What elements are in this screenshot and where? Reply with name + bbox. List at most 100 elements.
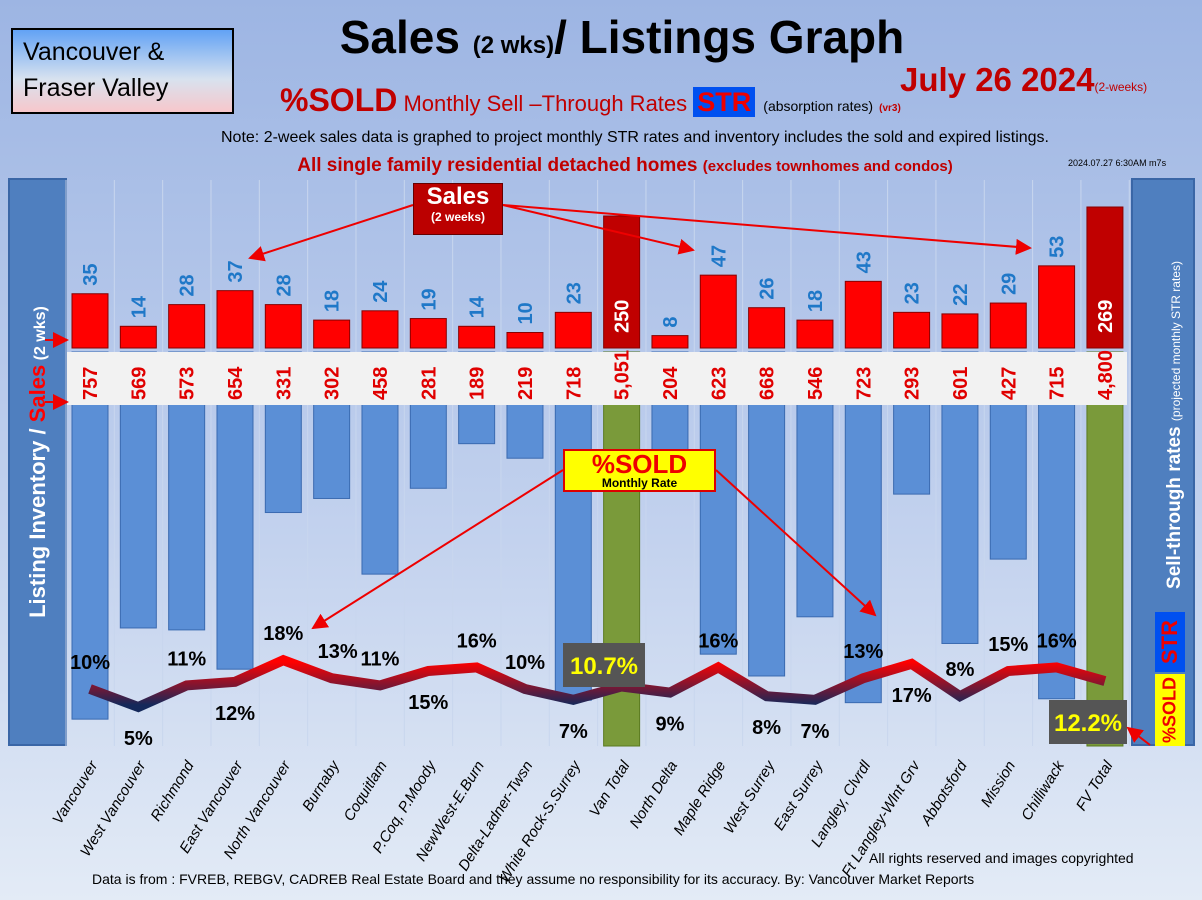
inventory-value-label: 569 <box>128 367 150 400</box>
str-value-label: 18% <box>263 623 303 645</box>
sales-bar <box>361 310 399 349</box>
sales-bar <box>506 332 544 349</box>
sales-bar <box>264 304 302 349</box>
sales-value-label: 53 <box>1047 236 1069 258</box>
inventory-bar <box>748 351 786 677</box>
sales-value-label: 28 <box>273 274 295 296</box>
sales-bar <box>554 311 592 349</box>
inventory-value-label: 757 <box>80 367 102 400</box>
str-line <box>88 654 1107 713</box>
sales-bar <box>796 319 834 349</box>
inventory-value-label: 5,051 <box>612 350 634 400</box>
sales-value-label: 10 <box>515 302 537 324</box>
str-value-label: 7% <box>559 721 588 743</box>
sales-bar <box>458 325 496 349</box>
date-text: July 26 2024 <box>900 61 1095 98</box>
subheading: %SOLD Monthly Sell –Through Rates STR (ab… <box>280 82 901 127</box>
inventory-label-band <box>67 352 1127 405</box>
region-line: Fraser Valley <box>23 74 169 102</box>
sales-value-label: 23 <box>902 282 924 304</box>
sales-value-label: 22 <box>950 284 972 306</box>
str-value-label: 16% <box>698 630 738 652</box>
subtitle: All single family residential detached h… <box>297 154 953 179</box>
page-title: Sales (2 wks)/ Listings Graph <box>340 14 905 69</box>
annotation-text: Sales <box>426 183 490 210</box>
report-date: July 26 2024(2-weeks) <box>900 62 1147 105</box>
str-value-label: 8% <box>945 659 974 681</box>
total-str-label: 12.2% <box>1054 710 1122 737</box>
inventory-bar <box>1086 351 1124 747</box>
str-value-label: 8% <box>752 717 781 739</box>
total-str-label: 10.7% <box>570 653 638 680</box>
inventory-value-label: 293 <box>902 367 924 400</box>
version: (vr3) <box>879 103 901 114</box>
inventory-value-label: 4,800 <box>1095 350 1117 400</box>
inventory-value-label: 623 <box>708 367 730 400</box>
copyright: All rights reserved and images copyright… <box>869 850 1134 866</box>
annotation-arrow <box>311 469 564 630</box>
region-line: Vancouver & <box>23 38 165 66</box>
sub-text: Monthly Sell –Through Rates <box>397 91 694 116</box>
annotation-arrow <box>502 204 1032 255</box>
sales-value-label: 23 <box>563 282 585 304</box>
str-value-label: 17% <box>892 685 932 707</box>
inventory-value-label: 546 <box>805 367 827 400</box>
sales-bar <box>603 215 641 349</box>
inventory-value-label: 189 <box>467 367 489 400</box>
inventory-value-label: 204 <box>660 366 682 400</box>
sales-bar <box>844 280 882 349</box>
inventory-value-label: 601 <box>950 367 972 400</box>
region-label: Vancouver & Fraser Valley <box>11 28 234 114</box>
str-value-label: 11% <box>167 648 206 670</box>
sales-value-label: 269 <box>1095 300 1117 333</box>
annotation-sub: Monthly Rate <box>601 476 678 490</box>
sales-value-label: 35 <box>80 264 102 286</box>
sales-value-label: 14 <box>128 295 150 318</box>
date-note: (2-weeks) <box>1094 80 1148 94</box>
sales-bar <box>168 304 206 349</box>
sales-value-label: 43 <box>853 251 875 273</box>
abs-text: (absorption rates) <box>763 98 873 114</box>
timestamp: 2024.07.27 6:30AM m7s <box>1068 158 1167 168</box>
inventory-bar <box>71 351 109 720</box>
str-value-label: 7% <box>800 721 829 743</box>
inventory-value-label: 723 <box>853 367 875 400</box>
str-value-label: 16% <box>457 630 497 652</box>
sales-value-label: 26 <box>757 277 779 299</box>
inventory-value-label: 302 <box>322 367 344 400</box>
sold-label: %SOLD <box>280 82 398 118</box>
sales-value-label: 47 <box>708 245 730 267</box>
annotation-arrow <box>502 204 695 255</box>
sales-bar <box>1038 265 1076 349</box>
annotation-arrow <box>248 204 414 262</box>
sales-bar <box>1086 206 1124 349</box>
inventory-value-label: 281 <box>418 367 440 400</box>
source-note: Data is from : FVREB, REBGV, CADREB Real… <box>92 871 975 887</box>
str-badge: STR <box>1155 612 1185 672</box>
str-value-label: 13% <box>318 641 358 663</box>
inventory-value-label: 427 <box>998 367 1020 400</box>
sales-value-label: 250 <box>612 300 634 333</box>
sales-value-label: 18 <box>322 290 344 312</box>
sales-bar <box>941 313 979 349</box>
annotation-arrow <box>715 469 877 617</box>
sales-value-label: 19 <box>418 288 440 310</box>
sales-value-label: 28 <box>177 274 199 296</box>
sales-value-label: 14 <box>467 295 489 318</box>
sales-bar <box>71 293 109 349</box>
subtitle-text: All single family residential detached h… <box>297 155 703 176</box>
inventory-value-label: 668 <box>757 367 779 400</box>
sales-annotation: Sales (2 weeks) <box>413 183 503 235</box>
annotation-sub: (2 weeks) <box>430 210 486 224</box>
inventory-value-label: 573 <box>177 367 199 400</box>
inventory-value-label: 654 <box>225 366 247 400</box>
sales-bar <box>409 318 447 349</box>
sales-value-label: 29 <box>998 273 1020 295</box>
inventory-bar <box>1038 351 1076 700</box>
inventory-value-label: 219 <box>515 367 537 400</box>
str-value-label: 9% <box>656 714 685 736</box>
str-badge: STR <box>693 87 756 117</box>
sales-bar <box>216 290 254 349</box>
title-part: (2 wks) <box>472 32 555 59</box>
